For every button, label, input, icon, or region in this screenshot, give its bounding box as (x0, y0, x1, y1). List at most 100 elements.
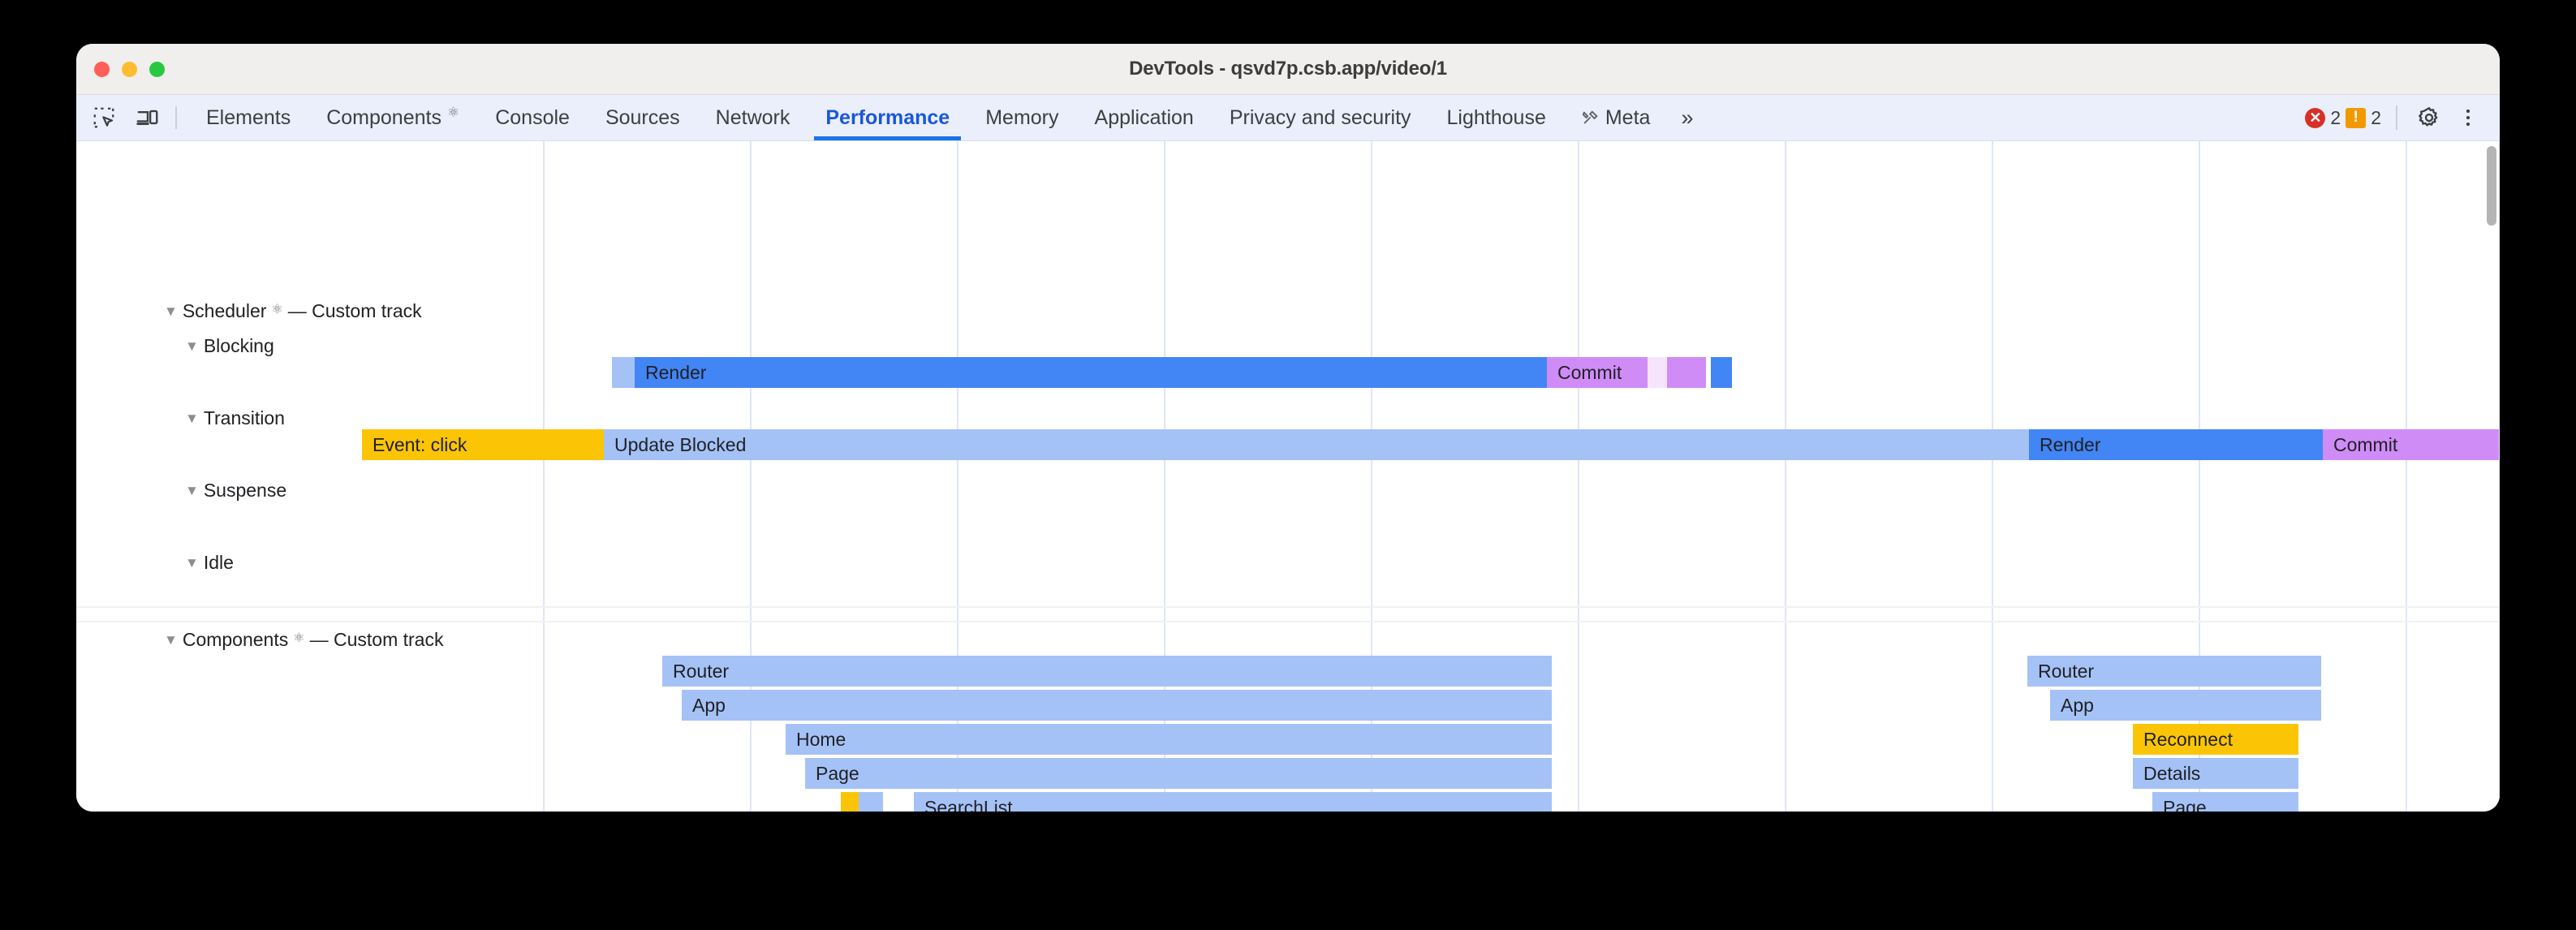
collapse-triangle-icon[interactable]: ▼ (185, 410, 199, 426)
collapse-triangle-icon[interactable]: ▼ (185, 482, 199, 498)
error-badge[interactable]: ✕ 2 (2305, 107, 2341, 129)
close-button[interactable] (94, 62, 110, 77)
flame-bar-page[interactable]: Page (805, 758, 1552, 789)
flame-bar-b6[interactable] (1711, 357, 1732, 388)
flame-bar-c6[interactable] (859, 792, 883, 812)
zoom-button[interactable] (149, 62, 165, 77)
kebab-menu-icon[interactable] (2451, 101, 2485, 135)
flame-bar-router[interactable]: Router (662, 656, 1552, 687)
flame-bar-app[interactable]: App (682, 690, 1552, 721)
flame-bar-app[interactable]: App (2050, 690, 2321, 721)
tab-performance[interactable]: Performance (808, 95, 967, 140)
window-title: DevTools - qsvd7p.csb.app/video/1 (1129, 58, 1447, 80)
devtools-tabbar: Elements Components ⚛ Console Sources Network… (76, 95, 2500, 141)
inspect-element-icon[interactable] (88, 101, 120, 134)
tab-elements[interactable]: Elements (188, 95, 308, 140)
warning-badge[interactable]: ! 2 (2346, 107, 2381, 129)
flame-bar-b1[interactable] (612, 357, 635, 388)
flame-bar-label: Render (645, 361, 707, 383)
group-idle[interactable]: ▼ Idle (185, 552, 234, 574)
tab-console[interactable]: Console (477, 95, 588, 140)
warning-icon: ! (2346, 107, 2367, 128)
minimize-button[interactable] (122, 62, 137, 77)
track-label-text: Components (182, 629, 289, 650)
collapse-triangle-icon[interactable]: ▼ (185, 554, 199, 570)
track-label-text: Suspense (203, 480, 287, 501)
gear-icon[interactable] (2412, 101, 2446, 135)
components-track[interactable]: ▼ Components ⚛ — Custom track (164, 629, 443, 651)
flame-bar-details[interactable]: Details (2133, 758, 2298, 789)
flame-bar-commit[interactable]: Commit (2323, 429, 2500, 460)
flame-bar-page[interactable]: Page (2152, 792, 2298, 812)
flame-bar-commit[interactable]: Commit (1547, 357, 1648, 388)
scrollbar-thumb[interactable] (2487, 146, 2496, 226)
flame-bar-label: Home (796, 728, 846, 750)
tab-lighthouse[interactable]: Lighthouse (1429, 95, 1564, 140)
warning-count: 2 (2371, 106, 2381, 128)
flame-bar-router[interactable]: Router (2027, 656, 2321, 687)
flame-bar-home[interactable]: Home (786, 724, 1552, 755)
flame-bar-label: Commit (1557, 361, 1622, 383)
group-suspense[interactable]: ▼ Suspense (185, 480, 286, 502)
flame-bar-render[interactable]: Render (2029, 429, 2323, 460)
tab-application[interactable]: Application (1077, 95, 1212, 140)
group-blocking[interactable]: ▼ Blocking (185, 335, 274, 357)
timeline-right-edge (2499, 141, 2500, 812)
error-count: 2 (2330, 106, 2341, 128)
tab-label: Elements (206, 105, 291, 129)
flame-bar-b5[interactable] (1667, 357, 1706, 388)
tab-label: Meta (1605, 105, 1651, 129)
react-logo-icon: ⚛ (446, 105, 460, 120)
track-label-suffix: — Custom track (309, 629, 444, 650)
flame-bar-searchlist[interactable]: SearchList (914, 792, 1552, 812)
flame-bar-c5[interactable] (841, 792, 859, 812)
tab-sources[interactable]: Sources (588, 95, 698, 140)
toolbar-divider (175, 106, 177, 129)
flame-bar-label: Router (673, 660, 730, 682)
flame-bar-label: Router (2038, 660, 2095, 682)
collapse-triangle-icon[interactable]: ▼ (185, 338, 199, 354)
flame-bar-t3[interactable] (1995, 429, 2029, 460)
gridline-7 (1992, 141, 1993, 812)
timeline-scrollbar[interactable] (2485, 141, 2500, 812)
gridline-0 (543, 141, 545, 812)
gridline-5 (1578, 141, 1579, 812)
react-logo-icon: ⚛ (293, 631, 305, 645)
track-divider-0 (76, 606, 2500, 608)
flame-bar-label: Commit (2333, 433, 2398, 455)
wrench-hammer-icon (1582, 106, 1600, 130)
tab-network[interactable]: Network (698, 95, 808, 140)
tab-label: Sources (605, 105, 680, 129)
performance-timeline[interactable]: ▼ Scheduler ⚛ — Custom track ▼ Blocking ▼ Trans… (76, 141, 2500, 812)
react-logo-icon: ⚛ (271, 302, 283, 316)
track-label-text: Blocking (203, 335, 274, 356)
flame-bar-b4[interactable] (1648, 357, 1667, 388)
track-label-text: Scheduler (182, 300, 267, 321)
device-toolbar-icon[interactable] (131, 101, 164, 134)
toolbar-divider-2 (2396, 105, 2397, 130)
tabbar-right-cluster: ✕ 2 ! 2 (2305, 101, 2500, 135)
collapse-triangle-icon[interactable]: ▼ (164, 303, 178, 319)
error-icon: ✕ (2305, 107, 2326, 128)
flame-bar-render[interactable]: Render (635, 357, 1547, 388)
tab-privacy-and-security[interactable]: Privacy and security (1212, 95, 1429, 140)
tab-components[interactable]: Components ⚛ (308, 95, 477, 140)
scheduler-track[interactable]: ▼ Scheduler ⚛ — Custom track (164, 300, 422, 322)
flame-bar-label: Render (2040, 433, 2101, 455)
flame-bar-update-blocked[interactable]: Update Blocked (604, 429, 2029, 460)
tab-label: Privacy and security (1229, 105, 1411, 129)
flame-bar-label: Details (2143, 762, 2201, 784)
track-label-suffix: — Custom track (287, 300, 422, 321)
flame-bar-event-click[interactable]: Event: click (362, 429, 604, 460)
flame-bar-reconnect[interactable]: Reconnect (2133, 724, 2298, 755)
track-label-text: Transition (203, 407, 285, 428)
collapse-triangle-icon[interactable]: ▼ (164, 631, 178, 648)
flame-bar-label: Page (816, 762, 859, 784)
tab-label: Components (326, 105, 442, 129)
tab-meta[interactable]: Meta (1564, 95, 1669, 140)
more-tabs-chevron[interactable]: » (1681, 105, 1693, 130)
tab-label: Network (715, 105, 790, 129)
tab-label: Console (495, 105, 570, 129)
tab-memory[interactable]: Memory (967, 95, 1076, 140)
group-transition[interactable]: ▼ Transition (185, 407, 285, 429)
